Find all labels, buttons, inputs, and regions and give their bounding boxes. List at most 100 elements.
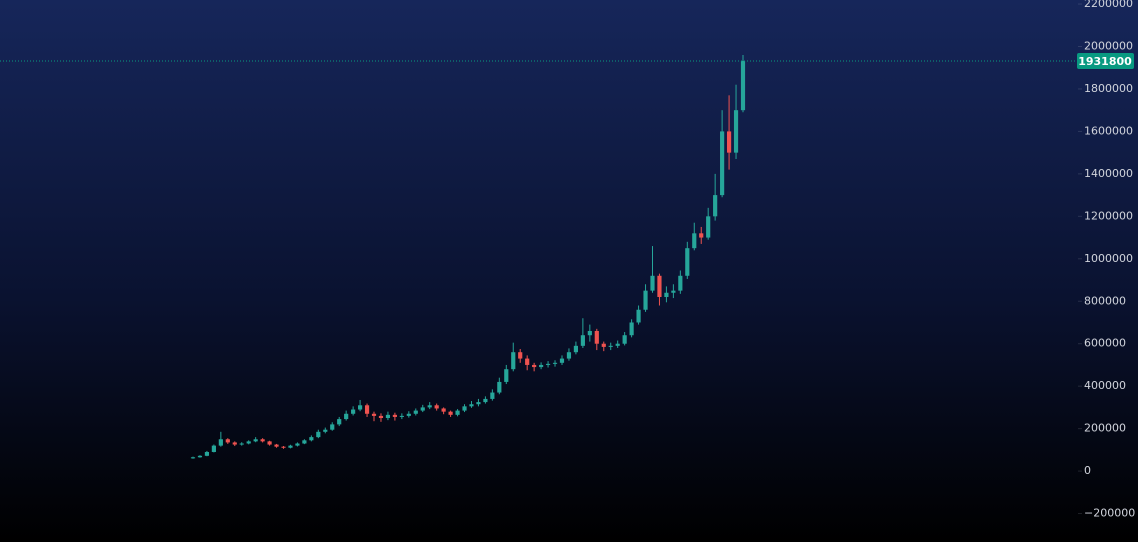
candle-body — [218, 439, 223, 446]
candle-body — [225, 439, 230, 443]
candle-body — [385, 414, 391, 419]
candle — [218, 431, 223, 447]
candle-body — [197, 455, 203, 458]
candle — [699, 226, 704, 244]
candle-body — [406, 413, 411, 416]
candle — [309, 435, 314, 442]
candle — [330, 422, 335, 431]
candle-body — [511, 352, 516, 370]
candle-body — [601, 343, 606, 347]
candle-body — [726, 131, 732, 153]
candle — [559, 355, 565, 365]
candle-body — [629, 322, 634, 336]
candle — [253, 437, 258, 443]
candle — [678, 270, 683, 294]
candle-body — [692, 233, 697, 249]
candle — [358, 399, 363, 412]
candle-body — [323, 429, 328, 432]
candle-body — [337, 419, 342, 425]
candle-body — [211, 445, 216, 452]
candle-body — [455, 410, 460, 415]
candle — [601, 341, 606, 352]
candle-body — [733, 110, 739, 153]
y-tick-label: 2000000 — [1084, 39, 1133, 52]
candle — [232, 441, 237, 447]
candle-body — [532, 364, 537, 368]
candle — [295, 442, 300, 447]
candle-body — [504, 369, 509, 382]
candle — [469, 401, 474, 408]
candle-body — [594, 330, 599, 344]
candle — [267, 440, 272, 446]
candle-body — [476, 402, 481, 405]
candle — [211, 444, 216, 453]
y-tick-label: 800000 — [1084, 294, 1126, 307]
candle-body — [483, 398, 488, 403]
candle-body — [713, 195, 718, 217]
candle — [504, 364, 509, 385]
candle — [316, 429, 321, 439]
candle — [392, 412, 397, 421]
candle — [511, 342, 516, 372]
y-tick-label: 600000 — [1084, 337, 1126, 350]
candle — [643, 284, 648, 312]
candle-body — [364, 405, 370, 414]
candle-body — [552, 362, 558, 364]
candle — [406, 411, 411, 418]
candle — [260, 438, 265, 443]
candle-body — [608, 345, 613, 347]
y-tick-label: 1400000 — [1084, 167, 1133, 180]
candle-body — [434, 405, 439, 409]
candle-body — [559, 358, 565, 363]
candle — [622, 332, 627, 346]
candle — [518, 349, 523, 363]
candle-body — [413, 410, 418, 414]
candle — [532, 362, 537, 372]
y-tick-label: 1000000 — [1084, 252, 1133, 265]
candle — [671, 284, 676, 299]
candle-body — [580, 335, 585, 346]
candle-body — [587, 330, 592, 336]
candle — [337, 416, 342, 427]
candle-body — [622, 335, 627, 344]
candle — [706, 207, 711, 240]
candle — [539, 362, 544, 370]
candle-body — [448, 411, 453, 415]
candle-body — [371, 413, 377, 416]
y-tick-label: 1600000 — [1084, 124, 1133, 137]
candle — [726, 95, 732, 170]
candle-body — [490, 392, 495, 399]
candle-body — [650, 275, 655, 291]
candle — [274, 443, 279, 448]
candle — [685, 241, 690, 279]
candle — [657, 273, 662, 306]
candle — [497, 377, 502, 395]
candle-body — [664, 292, 669, 298]
candle — [476, 398, 481, 407]
candle — [371, 411, 377, 422]
y-tick-label: 200000 — [1084, 422, 1126, 435]
candle-body — [239, 443, 244, 445]
candle-body — [316, 431, 321, 438]
candle — [545, 361, 551, 368]
candle — [594, 328, 599, 351]
candle-body — [281, 446, 286, 448]
candle-body — [469, 404, 474, 407]
candle — [225, 438, 230, 444]
candle — [552, 360, 558, 367]
candle — [713, 173, 718, 221]
candle-body — [636, 309, 641, 323]
candle-body — [657, 275, 662, 298]
candle-body — [246, 441, 251, 444]
candle-body — [190, 457, 196, 459]
candle-body — [441, 408, 446, 412]
candle — [483, 396, 488, 404]
candle — [573, 341, 578, 355]
candle-body — [399, 415, 404, 417]
candle — [608, 342, 613, 351]
candle — [441, 407, 446, 415]
candle-body — [267, 441, 272, 445]
candle-body — [344, 413, 349, 420]
